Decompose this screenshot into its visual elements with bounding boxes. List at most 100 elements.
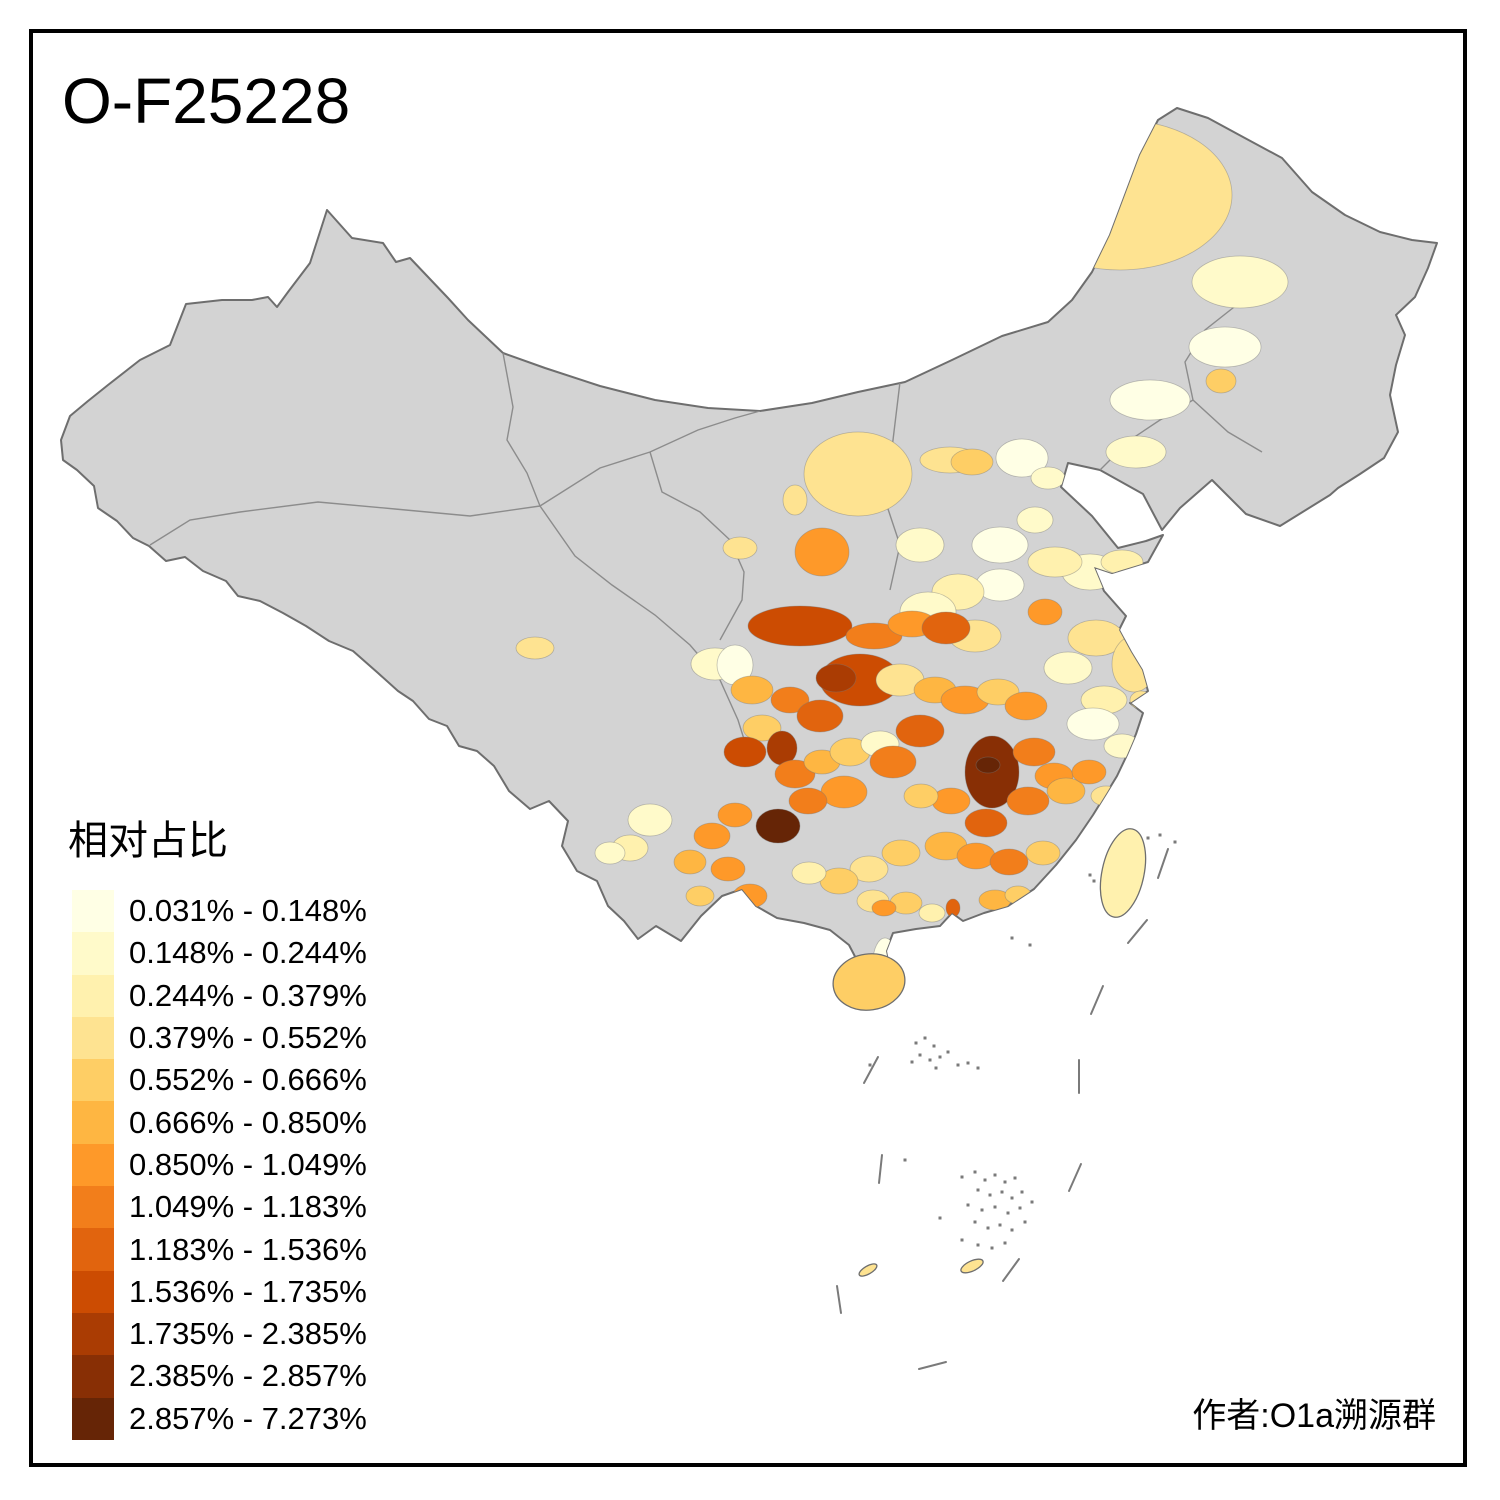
sea-islet-dot [980, 1208, 984, 1212]
sea-islet-dot [1030, 1200, 1034, 1204]
prefecture-region [871, 899, 897, 917]
sea-islet-dot [1092, 879, 1096, 883]
sea-boundary-dash [836, 1285, 842, 1314]
legend-swatch [72, 932, 114, 975]
legend-item: 0.552% - 0.666% [72, 1059, 367, 1102]
legend-item: 0.666% - 0.850% [72, 1101, 367, 1144]
sea-islet-dot [903, 1158, 907, 1162]
prefecture-region [845, 622, 903, 650]
legend-label: 2.385% - 2.857% [129, 1358, 367, 1394]
sea-islet-dot [960, 1238, 964, 1242]
sea-islet-dot [938, 1055, 942, 1059]
prefecture-region [1111, 635, 1157, 693]
sea-boundary-dash [1068, 1163, 1082, 1192]
sea-boundary-dash [863, 1056, 879, 1084]
legend-label: 0.379% - 0.552% [129, 1020, 367, 1056]
legend-item: 0.379% - 0.552% [72, 1016, 367, 1060]
prefecture-region [693, 822, 731, 850]
sea-islet-dot [1010, 936, 1014, 940]
island-islet-east [960, 1258, 984, 1274]
sea-islet-dot [1000, 1190, 1004, 1194]
sea-islet-dot [932, 1044, 936, 1048]
sea-islet-dot [956, 1063, 960, 1067]
legend-swatch [72, 1143, 114, 1187]
sea-islet-dot [998, 1223, 1002, 1227]
prefecture-region [1004, 885, 1032, 905]
prefecture-region [1070, 843, 1106, 869]
prefecture-region [869, 745, 917, 779]
prefecture-region [971, 526, 1029, 564]
prefecture-region [627, 803, 673, 837]
prefecture-region [782, 484, 808, 516]
sea-islet-dot [986, 1226, 990, 1230]
sea-islet-dot [938, 1216, 942, 1220]
sea-islet-dot [960, 1175, 964, 1179]
prefecture-region [1030, 466, 1066, 490]
prefecture-region [1007, 119, 1233, 271]
prefecture-region [1109, 379, 1191, 421]
prefecture-region [975, 756, 1001, 774]
sea-islet-dot [1028, 943, 1032, 947]
prefecture-region [1027, 546, 1083, 578]
legend-swatch [72, 1016, 114, 1060]
prefecture-region [710, 856, 746, 882]
sea-islet-dot [1173, 840, 1177, 844]
sea-islet-dot [1018, 1206, 1022, 1210]
prefecture-region [594, 841, 626, 865]
sea-islet-dot [993, 1205, 997, 1209]
legend-items: 0.031% - 0.148% 0.148% - 0.244% 0.244% - 0… [72, 890, 367, 1440]
prefecture-region [1006, 786, 1050, 816]
legend-label: 2.857% - 7.273% [129, 1400, 367, 1436]
prefecture-region [964, 808, 1008, 838]
legend-item: 2.385% - 2.857% [72, 1355, 367, 1398]
prefecture-region [803, 431, 913, 517]
prefecture-region [895, 714, 945, 748]
prefecture-region [918, 903, 946, 923]
prefecture-region [722, 536, 758, 560]
sea-islet-dot [1020, 1190, 1024, 1194]
prefecture-region [950, 448, 994, 476]
sea-islet-dot [973, 1220, 977, 1224]
prefecture-region [1062, 896, 1090, 916]
legend-swatch [72, 1397, 114, 1440]
sea-boundary-dash [1157, 848, 1169, 879]
legend: 相对占比 0.031% - 0.148% 0.148% - 0.244% 0.244… [68, 808, 367, 1440]
legend-label: 1.049% - 1.183% [129, 1189, 367, 1225]
prefecture-region [881, 839, 921, 867]
prefecture-region [673, 849, 707, 875]
legend-label: 1.536% - 1.735% [129, 1273, 367, 1309]
legend-swatch [72, 890, 114, 933]
sea-islet-dot [946, 1050, 950, 1054]
prefecture-region [989, 848, 1029, 876]
prefecture-region [1012, 737, 1056, 767]
legend-item: 1.735% - 2.385% [72, 1312, 367, 1356]
prefecture-region [796, 699, 844, 733]
prefecture-region [685, 885, 715, 907]
author-credit: 作者:O1a溯源群 [1192, 1397, 1436, 1435]
sea-boundary-dash [1002, 1258, 1020, 1282]
legend-swatch [72, 1101, 114, 1144]
sea-islet-dot [1088, 873, 1092, 877]
island-taiwan [1099, 828, 1147, 918]
legend-label: 1.735% - 2.385% [129, 1316, 367, 1352]
legend-swatch [72, 1186, 114, 1229]
sea-islet-dot [1010, 1196, 1014, 1200]
sea-islet-dot [993, 1173, 997, 1177]
prefecture-region [1129, 690, 1153, 710]
prefecture-region [1046, 777, 1086, 805]
sea-islet-dot [966, 1061, 970, 1065]
prefecture-region [1090, 785, 1122, 807]
sea-boundary-dash [878, 1154, 883, 1184]
legend-swatch [72, 1059, 114, 1102]
legend-title: 相对占比 [68, 819, 228, 863]
sea-islet-dot [973, 1170, 977, 1174]
prefecture-region [770, 686, 810, 714]
sea-islet-dot [1010, 1228, 1014, 1232]
legend-label: 0.148% - 0.244% [129, 935, 367, 971]
legend-item: 0.148% - 0.244% [72, 932, 367, 975]
prefecture-region [723, 736, 767, 768]
prefecture-region [742, 714, 782, 742]
prefecture-region [1205, 368, 1237, 394]
province-border [539, 410, 761, 507]
province-border [149, 501, 541, 546]
